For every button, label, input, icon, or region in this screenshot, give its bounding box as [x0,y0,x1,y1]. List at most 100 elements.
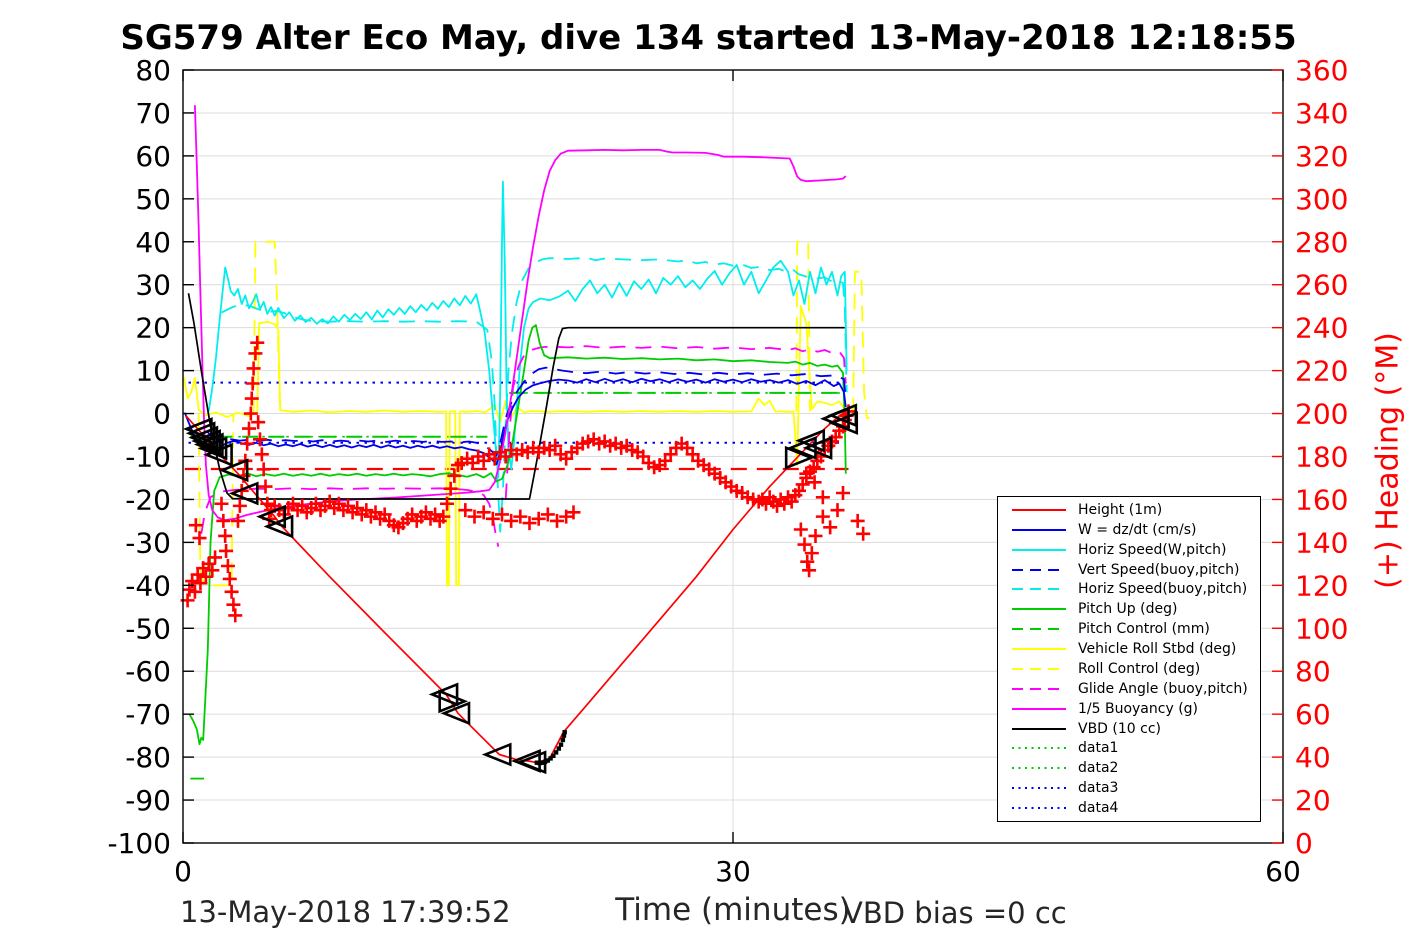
series-glide-angle [504,345,847,500]
right-tick-label: 180 [1295,441,1348,474]
right-tick-label: 280 [1295,226,1348,259]
right-tick-label: 340 [1295,97,1348,130]
legend-label: Pitch Up (deg) [1078,601,1178,618]
right-tick-label: 260 [1295,269,1348,302]
legend-item-11: 1/5 Buoyancy (g) [998,699,1260,718]
left-tick-label: 70 [135,97,171,130]
chart-title: SG579 Alter Eco May, dive 134 started 13… [120,18,1297,58]
left-tick-label: 80 [135,54,171,87]
axes-frame: -100-90-80-70-60-50-40-30-20-10010203040… [107,54,1348,888]
legend-item-13: data1 [998,739,1260,758]
legend-label: Roll Control (deg) [1078,660,1201,677]
left-tick-label: -50 [125,612,171,645]
legend-label: W = dz/dt (cm/s) [1078,521,1197,538]
legend-swatch [1012,727,1066,730]
legend-item-9: Roll Control (deg) [998,659,1260,678]
legend-swatch [1012,707,1066,710]
left-tick-label: -100 [107,827,171,860]
left-tick-label: -10 [125,441,171,474]
x-tick-label: 0 [174,855,192,888]
legend-label: data4 [1078,800,1119,817]
right-tick-label: 140 [1295,526,1348,559]
legend-swatch [1012,548,1066,551]
left-tick-label: 60 [135,140,171,173]
legend: Height (1m) W = dz/dt (cm/s) Horiz Speed(W… [997,496,1261,822]
series-roll-control [795,240,811,412]
legend-swatch [1012,568,1066,571]
right-tick-label: 240 [1295,312,1348,345]
dive-end-timestamp: 13-May-2018 17:39:52 [180,895,511,929]
legend-label: VBD (10 cc) [1078,720,1161,737]
legend-label: Height (1m) [1078,501,1163,518]
right-tick-label: 360 [1295,54,1348,87]
legend-swatch [1012,787,1066,790]
left-tick-label: 20 [135,312,171,345]
right-y-axis-label: (+) Heading (°M) [1370,332,1406,589]
right-tick-label: 300 [1295,183,1348,216]
legend-label: data2 [1078,760,1119,777]
right-tick-label: 0 [1295,827,1313,860]
legend-label: data1 [1078,740,1119,757]
legend-item-5: Horiz Speed(buoy,pitch) [998,580,1260,599]
x-axis-label: Time (minutes) [615,892,851,928]
legend-item-3: Horiz Speed(W,pitch) [998,540,1260,559]
left-tick-label: -30 [125,526,171,559]
legend-item-16: data4 [998,799,1260,818]
right-tick-label: 200 [1295,398,1348,431]
left-tick-label: 50 [135,183,171,216]
right-tick-label: 20 [1295,784,1331,817]
legend-swatch [1012,608,1066,611]
marker-series [180,335,871,775]
left-tick-label: 0 [153,398,171,431]
legend-label: Pitch Control (mm) [1078,621,1210,638]
series-lines [183,105,870,780]
right-tick-label: 120 [1295,569,1348,602]
markers-heading-marks [180,335,871,623]
legend-swatch [1012,588,1066,591]
right-tick-label: 100 [1295,612,1348,645]
series-vert-speed-buoy [206,366,847,457]
legend-swatch [1012,687,1066,690]
right-tick-label: 220 [1295,355,1348,388]
legend-swatch [1012,648,1066,651]
series-vehicle-roll [183,305,848,587]
left-tick-label: -90 [125,784,171,817]
series-glide-angle [200,487,500,547]
markers-apogee-dots [534,730,567,766]
legend-item-12: VBD (10 cc) [998,719,1260,738]
right-tick-label: 60 [1295,698,1331,731]
x-tick-label: 30 [715,855,751,888]
legend-item-14: data2 [998,759,1260,778]
x-tick-label: 60 [1265,855,1301,888]
left-tick-label: -60 [125,655,171,688]
series-pitch-up [188,324,847,746]
legend-swatch [1012,747,1066,750]
legend-item-15: data3 [998,779,1260,798]
vbd-bias-note: VBD bias =0 cc [843,896,1067,930]
series-roll-control [197,413,235,587]
series-buoyancy [194,105,847,521]
legend-item-8: Vehicle Roll Stbd (deg) [998,640,1260,659]
right-tick-label: 40 [1295,741,1331,774]
legend-swatch [1012,767,1066,770]
series-height [185,410,848,764]
legend-swatch [1012,508,1066,511]
left-tick-label: 10 [135,355,171,388]
series-horiz-speed-buoy [221,256,848,533]
legend-label: Glide Angle (buoy,pitch) [1078,680,1248,697]
right-tick-label: 160 [1295,483,1348,516]
legend-swatch [1012,807,1066,810]
legend-label: Vehicle Roll Stbd (deg) [1078,641,1237,658]
legend-item-1: Height (1m) [998,500,1260,519]
legend-label: Horiz Speed(W,pitch) [1078,541,1227,558]
right-tick-label: 80 [1295,655,1331,688]
legend-swatch [1012,628,1066,631]
legend-label: 1/5 Buoyancy (g) [1078,700,1199,717]
markers-fix-triangles [182,403,859,775]
legend-label: Horiz Speed(buoy,pitch) [1078,581,1248,598]
legend-item-7: Pitch Control (mm) [998,620,1260,639]
legend-item-6: Pitch Up (deg) [998,600,1260,619]
left-tick-label: 40 [135,226,171,259]
left-tick-label: -20 [125,483,171,516]
